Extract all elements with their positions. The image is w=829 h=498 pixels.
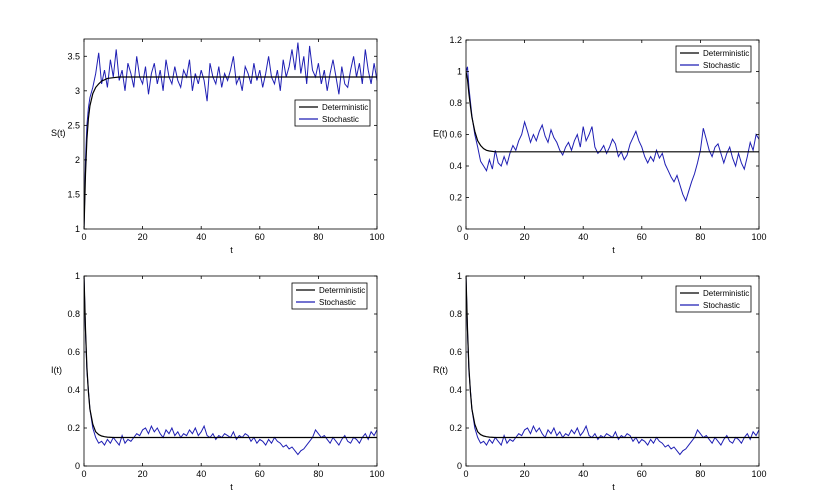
x-tick-label: 60 <box>255 232 265 242</box>
x-tick-label: 60 <box>255 469 265 479</box>
y-tick-label: 0.6 <box>449 130 462 140</box>
y-tick-label: 0.4 <box>449 161 462 171</box>
series-line-stochastic <box>466 276 759 456</box>
series-line-stochastic <box>84 42 377 229</box>
x-tick-label: 80 <box>313 232 323 242</box>
y-tick-label: 0.2 <box>67 423 80 433</box>
y-tick-label: 0.8 <box>67 309 80 319</box>
x-tick-label: 0 <box>463 469 468 479</box>
y-tick-label: 0 <box>457 461 462 471</box>
x-tick-label: 40 <box>196 469 206 479</box>
x-tick-label: 60 <box>637 469 647 479</box>
x-tick-label: 0 <box>81 232 86 242</box>
x-axis-label: t <box>230 245 233 255</box>
y-axis-label: R(t) <box>433 365 448 375</box>
x-tick-label: 100 <box>751 469 766 479</box>
y-tick-label: 1.5 <box>67 189 80 199</box>
legend: Deterministic Stochastic <box>294 99 371 127</box>
y-tick-label: 1 <box>75 271 80 281</box>
x-tick-label: 0 <box>81 469 86 479</box>
x-tick-label: 80 <box>695 469 705 479</box>
x-tick-label: 100 <box>369 232 384 242</box>
x-tick-label: 40 <box>196 232 206 242</box>
legend-label-stochastic: Stochastic <box>322 115 359 124</box>
x-tick-label: 20 <box>138 232 148 242</box>
legend-label-stochastic: Stochastic <box>703 61 740 70</box>
x-tick-label: 40 <box>578 232 588 242</box>
y-tick-label: 0.6 <box>449 347 462 357</box>
y-tick-label: 1 <box>457 271 462 281</box>
x-tick-label: 80 <box>695 232 705 242</box>
y-tick-label: 0 <box>75 461 80 471</box>
legend-box <box>675 285 752 313</box>
x-tick-label: 0 <box>463 232 468 242</box>
y-tick-label: 3 <box>75 86 80 96</box>
legend-label-stochastic: Stochastic <box>703 301 740 310</box>
y-tick-label: 0.8 <box>449 309 462 319</box>
y-tick-label: 2 <box>75 155 80 165</box>
axes-frame <box>83 38 378 230</box>
legend-box <box>675 45 752 73</box>
subplot-4: 0 20 40 60 80 100 0 0.2 0.4 0.6 0.8 1 t R(t) Determini… <box>433 271 767 492</box>
legend-box <box>294 99 371 127</box>
x-axis-label: t <box>612 482 615 492</box>
subplot-1: 0 20 40 60 80 100 1 1.5 2 2.5 3 3.5 t S(t) Determinist… <box>51 38 385 255</box>
x-tick-label: 100 <box>751 232 766 242</box>
legend: Deterministic Stochastic <box>675 285 752 313</box>
legend: Deterministic Stochastic <box>291 282 368 310</box>
x-tick-label: 60 <box>637 232 647 242</box>
legend-box <box>291 282 368 310</box>
x-tick-label: 40 <box>578 469 588 479</box>
series-line-deterministic <box>466 276 759 439</box>
x-tick-label: 80 <box>313 469 323 479</box>
series-line-deterministic <box>466 71 759 153</box>
x-axis-label: t <box>612 245 615 255</box>
y-tick-label: 1.2 <box>449 35 462 45</box>
y-axis-label: S(t) <box>51 128 66 138</box>
subplot-2: 0 20 40 60 80 100 0 0.2 0.4 0.6 0.8 1 1.2 t E(t) Determ… <box>433 35 767 255</box>
legend-label-deterministic: Deterministic <box>703 289 749 298</box>
y-tick-label: 2.5 <box>67 120 80 130</box>
y-tick-label: 0.4 <box>67 385 80 395</box>
y-tick-label: 0.2 <box>449 423 462 433</box>
series-line-stochastic <box>466 66 759 203</box>
y-tick-label: 0 <box>457 224 462 234</box>
series-line-stochastic <box>84 276 377 456</box>
y-tick-label: 0.4 <box>449 385 462 395</box>
legend-label-stochastic: Stochastic <box>319 298 356 307</box>
y-tick-label: 1 <box>457 67 462 77</box>
axes-frame <box>83 275 378 467</box>
x-tick-label: 20 <box>520 232 530 242</box>
subplot-3: 0 20 40 60 80 100 0 0.2 0.4 0.6 0.8 1 t I(t) Determini… <box>51 271 385 492</box>
x-axis-label: t <box>230 482 233 492</box>
y-axis-label: I(t) <box>51 365 62 375</box>
y-tick-label: 1 <box>75 224 80 234</box>
legend-label-deterministic: Deterministic <box>703 49 749 58</box>
legend-label-deterministic: Deterministic <box>322 103 368 112</box>
series-line-deterministic <box>84 76 377 229</box>
legend: Deterministic Stochastic <box>675 45 752 73</box>
x-tick-label: 100 <box>369 469 384 479</box>
y-tick-label: 3.5 <box>67 51 80 61</box>
x-tick-label: 20 <box>520 469 530 479</box>
series-line-deterministic <box>84 276 377 439</box>
legend-label-deterministic: Deterministic <box>319 286 365 295</box>
y-axis-label: E(t) <box>433 129 448 139</box>
y-tick-label: 0.8 <box>449 98 462 108</box>
axes-frame <box>465 275 760 467</box>
y-tick-label: 0.2 <box>449 193 462 203</box>
x-tick-label: 20 <box>138 469 148 479</box>
y-tick-label: 0.6 <box>67 347 80 357</box>
